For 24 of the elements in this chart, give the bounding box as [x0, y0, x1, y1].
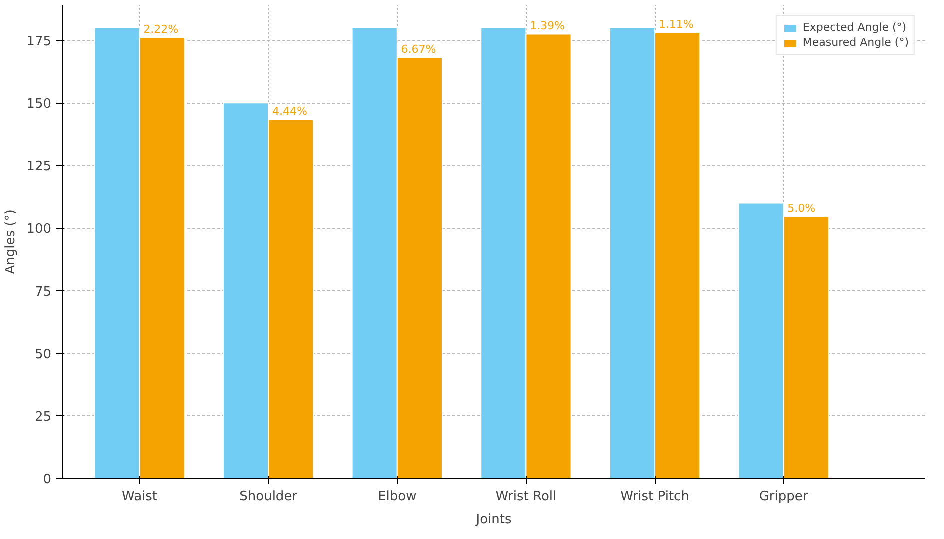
y-tick-label: 75: [34, 284, 52, 300]
x-tick-label: Waist: [122, 490, 158, 504]
x-tick-label: Shoulder: [240, 490, 298, 504]
annotation: 5.0%: [788, 202, 816, 215]
legend-label: Measured Angle (°): [802, 36, 909, 49]
annotation: 1.11%: [658, 18, 694, 32]
y-tick-label: 50: [34, 347, 52, 362]
y-tick-label: 100: [26, 222, 52, 238]
x-axis-title: Joints: [475, 512, 512, 528]
y-tick-label: 150: [26, 97, 52, 112]
y-tick-label: 175: [26, 34, 52, 50]
legend-label: Expected Angle (°): [802, 21, 907, 34]
x-tick-label: Wrist Pitch: [620, 490, 690, 504]
y-tick-label: 25: [34, 410, 52, 425]
x-tick-label: Wrist Roll: [496, 490, 557, 504]
annotation: 6.67%: [401, 43, 436, 56]
y-axis-title: Angles (°): [4, 210, 19, 274]
annotation: 4.44%: [272, 104, 308, 118]
y-tick-label: 125: [26, 160, 52, 175]
x-tick-label: Elbow: [378, 490, 418, 504]
x-tick-label: Gripper: [759, 490, 809, 504]
y-tick-label: 0: [43, 472, 52, 488]
annotation: 2.22%: [144, 23, 179, 36]
annotation: 1.39%: [530, 19, 566, 32]
